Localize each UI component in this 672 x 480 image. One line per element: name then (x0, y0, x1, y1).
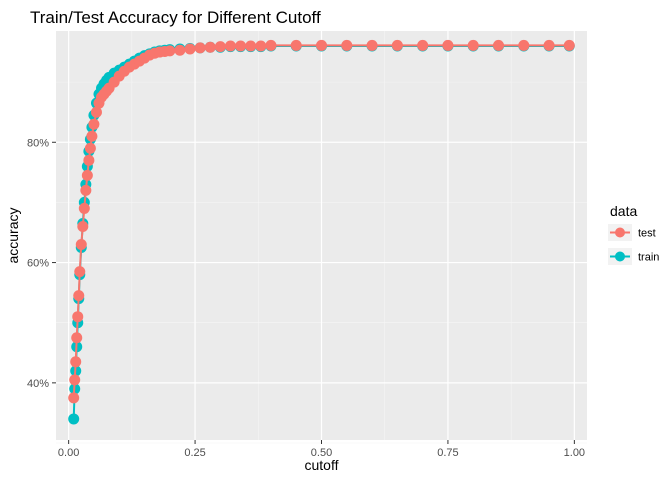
legend-key-train-marker (615, 251, 625, 262)
data-point-test (518, 39, 530, 51)
data-point-test (235, 40, 247, 52)
data-point-test (77, 220, 89, 232)
data-point-test (78, 202, 90, 214)
legend-label-train: train (638, 252, 659, 264)
data-point-test (290, 39, 302, 51)
y-axis: 40% 60% 80% (27, 137, 56, 390)
data-point-test (493, 39, 504, 51)
data-point-test (84, 142, 96, 154)
data-point-test (341, 39, 353, 51)
data-point-test (255, 40, 267, 52)
data-point-test (417, 39, 429, 51)
legend: data test train (608, 203, 659, 265)
chart-title: Train/Test Accuracy for Different Cutoff (30, 8, 321, 27)
data-point-test (543, 39, 555, 51)
y-axis-title: accuracy (5, 207, 21, 263)
data-point-test (80, 184, 92, 196)
x-axis-title: cutoff (305, 457, 339, 473)
grid-layer (56, 31, 587, 444)
data-point-test (316, 39, 327, 51)
data-point-test (83, 154, 95, 166)
x-axis: 0.00 0.25 0.50 0.75 1.00 (58, 440, 585, 459)
data-point-test (72, 311, 84, 323)
data-point-test (204, 41, 216, 53)
x-tick-label: 0.25 (184, 447, 205, 459)
x-tick-label: 1.00 (564, 447, 585, 459)
series-layer (68, 39, 575, 425)
data-point-test (68, 392, 80, 404)
legend-title: data (610, 203, 637, 219)
data-point-test (194, 42, 206, 54)
data-point-test (366, 39, 378, 51)
data-point-test (164, 45, 176, 57)
legend-key-test-marker (615, 227, 625, 238)
data-point-test (265, 39, 277, 51)
x-tick-label: 0.50 (311, 447, 332, 459)
data-point-test (442, 39, 454, 51)
data-point-test (88, 118, 100, 130)
y-tick-label: 40% (27, 378, 49, 390)
data-point-test (71, 332, 83, 344)
x-tick-label: 0.75 (437, 447, 458, 459)
data-point-test (245, 40, 257, 52)
data-point-test (184, 43, 196, 55)
data-point-test (69, 374, 81, 386)
data-point-test (563, 39, 575, 51)
data-point-train (68, 413, 80, 425)
data-point-test (224, 40, 236, 52)
data-point-test (391, 39, 403, 51)
data-point-test (90, 106, 102, 118)
data-point-test (214, 41, 226, 53)
data-point-test (74, 266, 86, 278)
data-point-test (70, 356, 82, 368)
y-tick-label: 60% (27, 258, 49, 270)
data-point-test (86, 130, 98, 142)
series-test (68, 39, 575, 404)
data-point-test (467, 39, 479, 51)
data-point-test (81, 169, 93, 181)
legend-label-test: test (638, 228, 656, 240)
data-point-test (75, 239, 87, 251)
y-tick-label: 80% (27, 137, 49, 149)
data-point-test (73, 290, 85, 302)
x-tick-label: 0.00 (58, 447, 79, 459)
data-point-test (174, 44, 186, 56)
